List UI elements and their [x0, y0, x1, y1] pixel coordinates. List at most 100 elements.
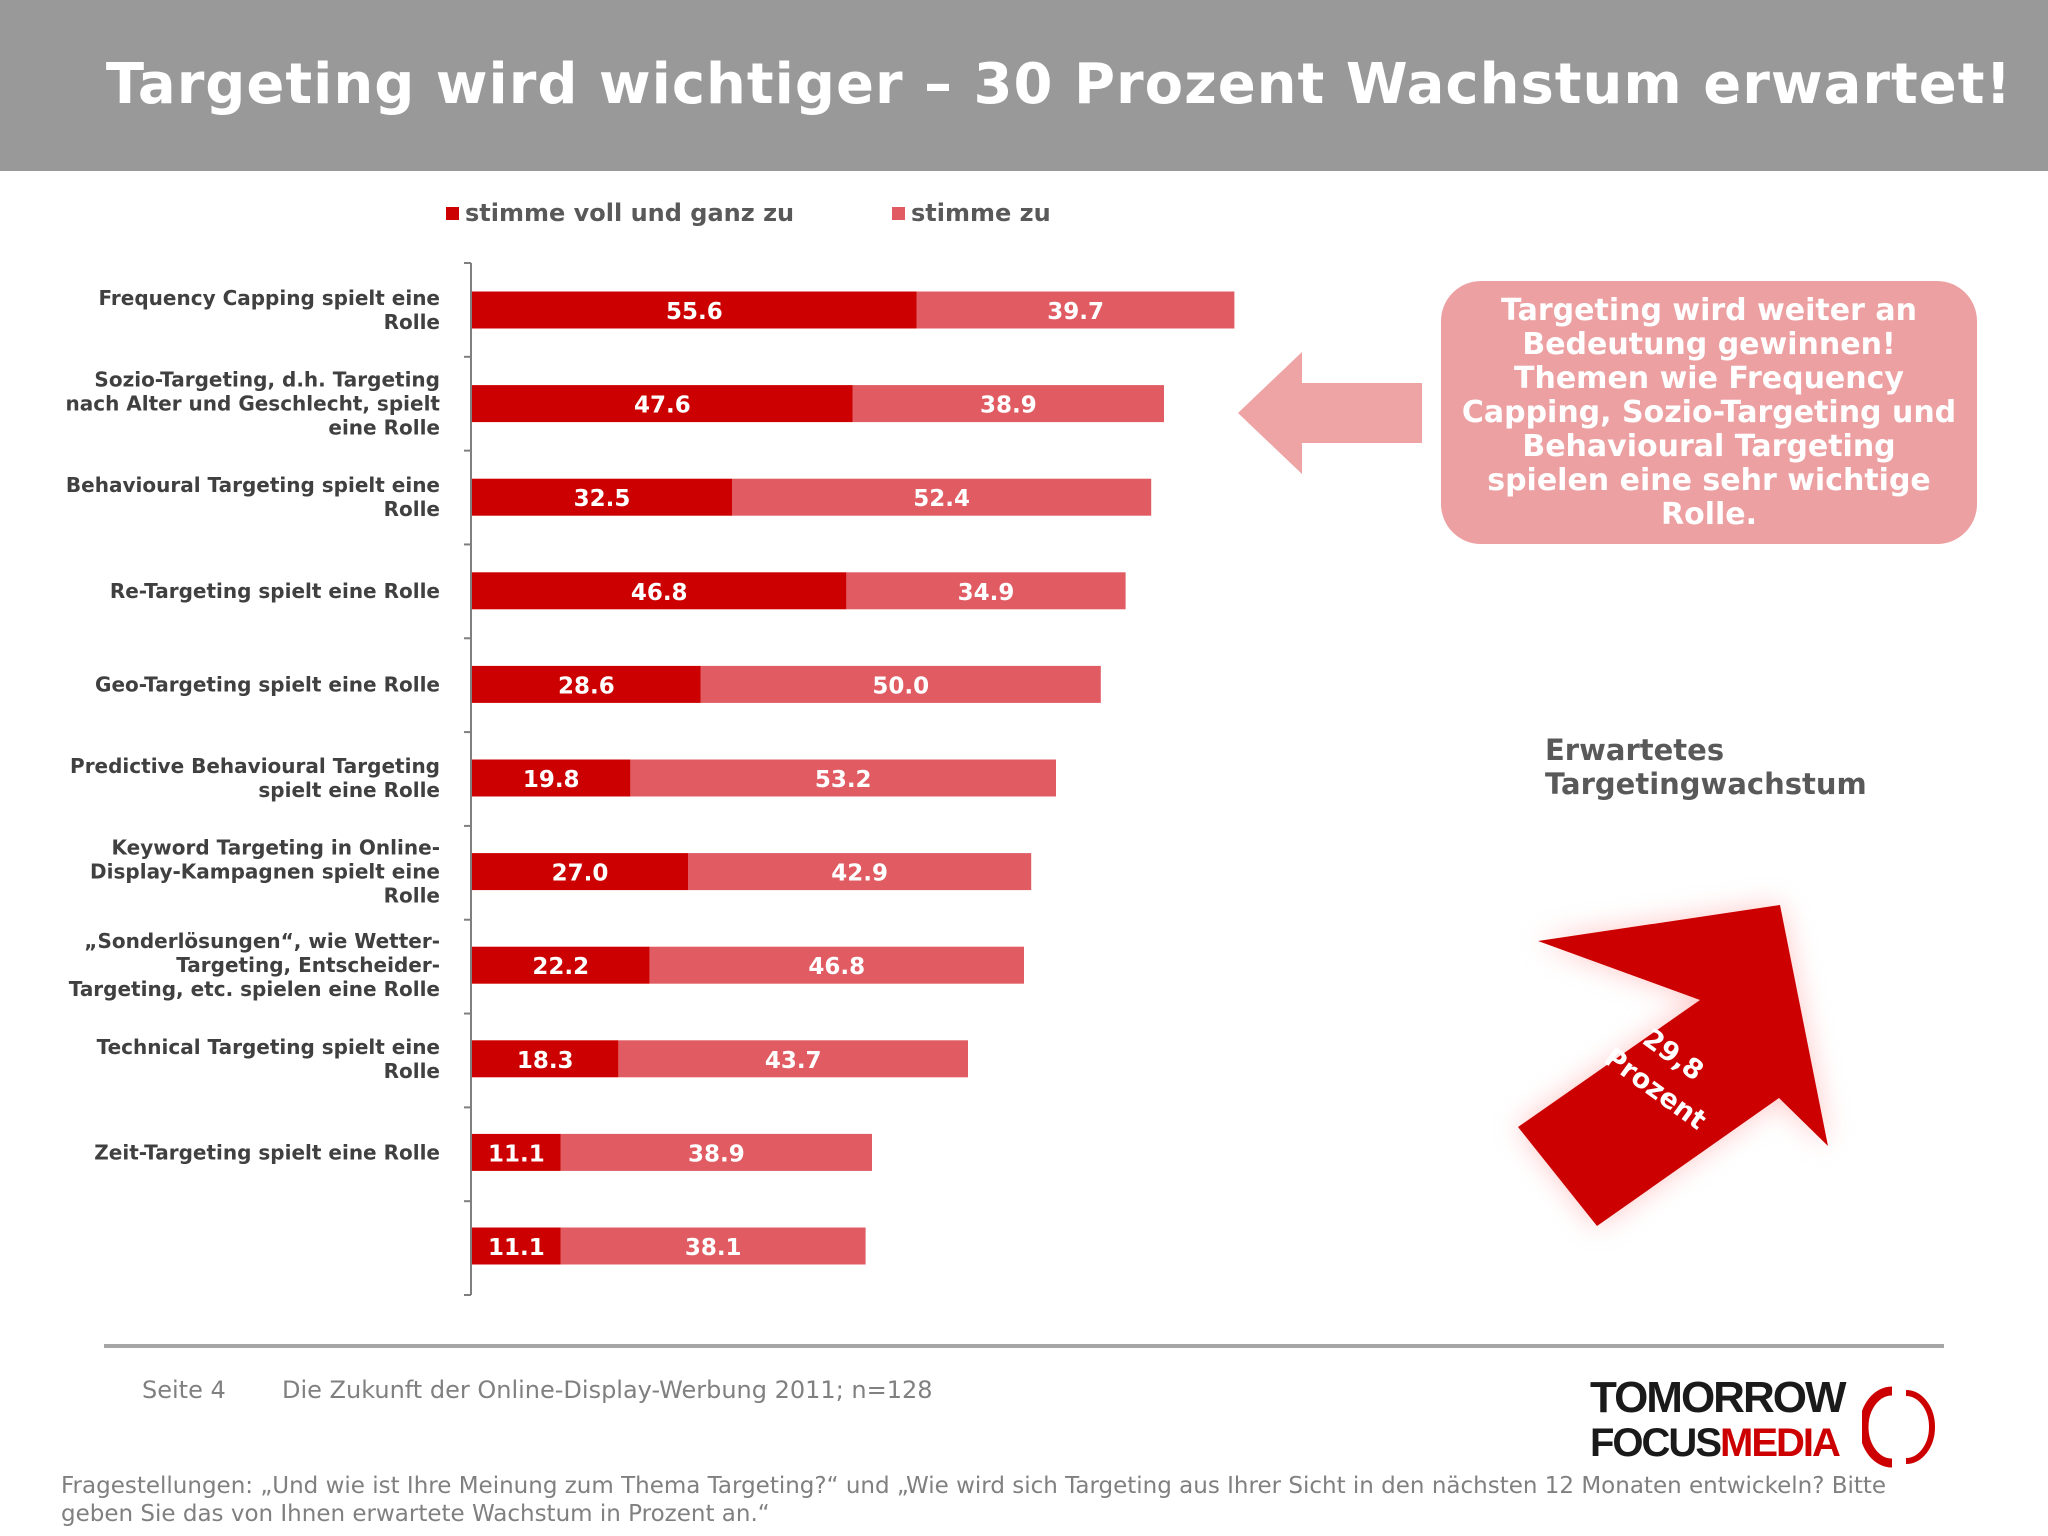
company-logo: TOMORROW FOCUSMEDIA	[1588, 1373, 1948, 1473]
bar-value-label: 50.0	[872, 673, 929, 699]
bar-value-label: 38.9	[688, 1141, 745, 1167]
bar-value-label: 38.9	[980, 393, 1037, 419]
bar-voll-und-ganz	[472, 572, 847, 610]
category-label-line: eine Rolle	[328, 416, 440, 440]
logo-line1: TOMORROW	[1590, 1373, 1846, 1422]
source-text: Die Zukunft der Online-Display-Werbung 2…	[282, 1376, 933, 1404]
bar-value-label: 19.8	[523, 767, 580, 793]
bar-stimme-zu	[846, 572, 1126, 610]
bar-voll-und-ganz	[472, 759, 631, 797]
category-label-line: Targeting, etc. spielen eine Rolle	[69, 977, 440, 1001]
bar-value-label: 22.2	[532, 954, 589, 980]
bar-value-label: 32.5	[574, 486, 631, 512]
category-label-line: Rolle	[384, 884, 440, 908]
footnote: Fragestellungen: „Und wie ist Ihre Meinu…	[61, 1473, 1887, 1527]
category-label-line: Rolle	[384, 1059, 440, 1083]
bar-voll-und-ganz	[472, 1133, 561, 1171]
category-label: Re-Targeting spielt eine Rolle	[110, 579, 440, 603]
bar-value-label: 38.1	[685, 1235, 742, 1261]
logo-line2-b: MEDIA	[1720, 1421, 1841, 1465]
category-label-line: Targeting, Entscheider-	[176, 953, 440, 977]
bar-value-label: 34.9	[958, 580, 1015, 606]
bar-stimme-zu	[916, 291, 1235, 329]
logo-mark-icon	[1862, 1386, 1935, 1468]
header-bar	[0, 0, 2048, 171]
growth-label: Erwartetes Targetingwachstum	[1545, 733, 1867, 801]
bar-stimme-zu	[649, 946, 1024, 984]
bar-voll-und-ganz	[472, 291, 917, 329]
bar-voll-und-ganz	[472, 946, 650, 984]
category-label: Technical Targeting spielt eine Rolle	[97, 1035, 440, 1083]
category-label-line: Technical Targeting spielt eine	[97, 1035, 440, 1059]
category-label: Predictive Behavioural Targeting spielt e…	[70, 754, 440, 802]
page-number: Seite 4	[142, 1376, 226, 1404]
category-label-line: Predictive Behavioural Targeting	[70, 754, 440, 778]
legend-swatch-series2	[892, 206, 905, 220]
category-label-line: Geo-Targeting spielt eine Rolle	[95, 672, 440, 696]
left-arrow-icon	[1238, 352, 1422, 474]
category-label-line: spielt eine Rolle	[258, 778, 440, 802]
category-label-line: Sozio-Targeting, d.h. Targeting	[94, 368, 440, 392]
legend-item-series2: stimme zu	[892, 198, 1051, 228]
category-label-line: Re-Targeting spielt eine Rolle	[110, 579, 440, 603]
bar-voll-und-ganz	[472, 853, 688, 891]
bar-stimme-zu	[700, 665, 1101, 703]
category-label-line: Rolle	[384, 310, 440, 334]
category-label: Keyword Targeting in Online-Display-Kamp…	[90, 836, 440, 908]
bar-stimme-zu	[560, 1133, 872, 1171]
category-label: Frequency Capping spielt eine Rolle	[99, 286, 440, 334]
category-label-line: Keyword Targeting in Online-	[112, 836, 440, 860]
bar-value-label: 27.0	[552, 861, 609, 887]
legend-item-series1: stimme voll und ganz zu	[446, 198, 794, 228]
growth-label-line2: Targetingwachstum	[1545, 767, 1867, 801]
bar-stimme-zu	[630, 759, 1056, 797]
category-label-line: Display-Kampagnen spielt eine	[90, 860, 440, 884]
page-title: Targeting wird wichtiger – 30 Prozent Wa…	[105, 52, 2013, 117]
callout-text: Targeting wird weiter an Bedeutung gewin…	[1461, 292, 1957, 532]
legend-label-series1: stimme voll und ganz zu	[465, 199, 795, 227]
bar-stimme-zu	[618, 1040, 968, 1078]
legend-swatch-series1	[446, 206, 459, 220]
bar-voll-und-ganz	[472, 1227, 561, 1265]
bar-value-label: 53.2	[815, 767, 872, 793]
legend-label-series2: stimme zu	[911, 199, 1051, 227]
category-label-line: nach Alter und Geschlecht, spielt	[65, 392, 440, 416]
growth-arrow-icon: 29,8 Prozent	[1518, 905, 1828, 1226]
bar-stimme-zu	[852, 385, 1164, 423]
bar-voll-und-ganz	[472, 478, 732, 516]
category-label: „Sonderlösungen“, wie Wetter-Targeting, …	[69, 929, 440, 1001]
bar-value-label: 11.1	[488, 1141, 545, 1167]
decor-layer: 29,8 Prozent	[1238, 352, 1828, 1226]
callout-box: Targeting wird weiter an Bedeutung gewin…	[1441, 281, 1977, 544]
category-label: Zeit-Targeting spielt eine Rolle	[94, 1140, 440, 1164]
bar-value-label: 39.7	[1047, 299, 1104, 325]
bar-voll-und-ganz	[472, 665, 701, 703]
bar-value-label: 46.8	[631, 580, 688, 606]
bar-stimme-zu	[560, 1227, 866, 1265]
bar-value-label: 52.4	[913, 486, 970, 512]
bar-stimme-zu	[732, 478, 1152, 516]
category-label: Geo-Targeting spielt eine Rolle	[95, 672, 440, 696]
bar-value-label: 55.6	[666, 299, 723, 325]
category-label-line: Rolle	[384, 497, 440, 521]
bar-stimme-zu	[688, 853, 1032, 891]
category-label-line: „Sonderlösungen“, wie Wetter-	[84, 929, 440, 953]
bar-voll-und-ganz	[472, 385, 853, 423]
bar-value-label: 28.6	[558, 673, 615, 699]
bar-value-label: 46.8	[808, 954, 865, 980]
category-label-line: Behavioural Targeting spielt eine	[66, 473, 440, 497]
logo-line2: FOCUSMEDIA	[1590, 1421, 1841, 1466]
bar-value-label: 18.3	[517, 1048, 574, 1074]
bar-value-label: 47.6	[634, 393, 691, 419]
growth-label-line1: Erwartetes	[1545, 733, 1725, 767]
category-label: Sozio-Targeting, d.h. Targeting nach Alte…	[65, 368, 440, 440]
category-label: Behavioural Targeting spielt eine Rolle	[66, 473, 440, 521]
logo-line2-a: FOCUS	[1590, 1421, 1722, 1465]
bar-value-label: 11.1	[488, 1235, 545, 1261]
bar-voll-und-ganz	[472, 1040, 619, 1078]
category-label-line: Zeit-Targeting spielt eine Rolle	[94, 1140, 440, 1164]
footer-divider	[104, 1344, 1944, 1348]
category-label-line: Frequency Capping spielt eine	[99, 286, 440, 310]
bar-value-label: 42.9	[831, 861, 888, 887]
